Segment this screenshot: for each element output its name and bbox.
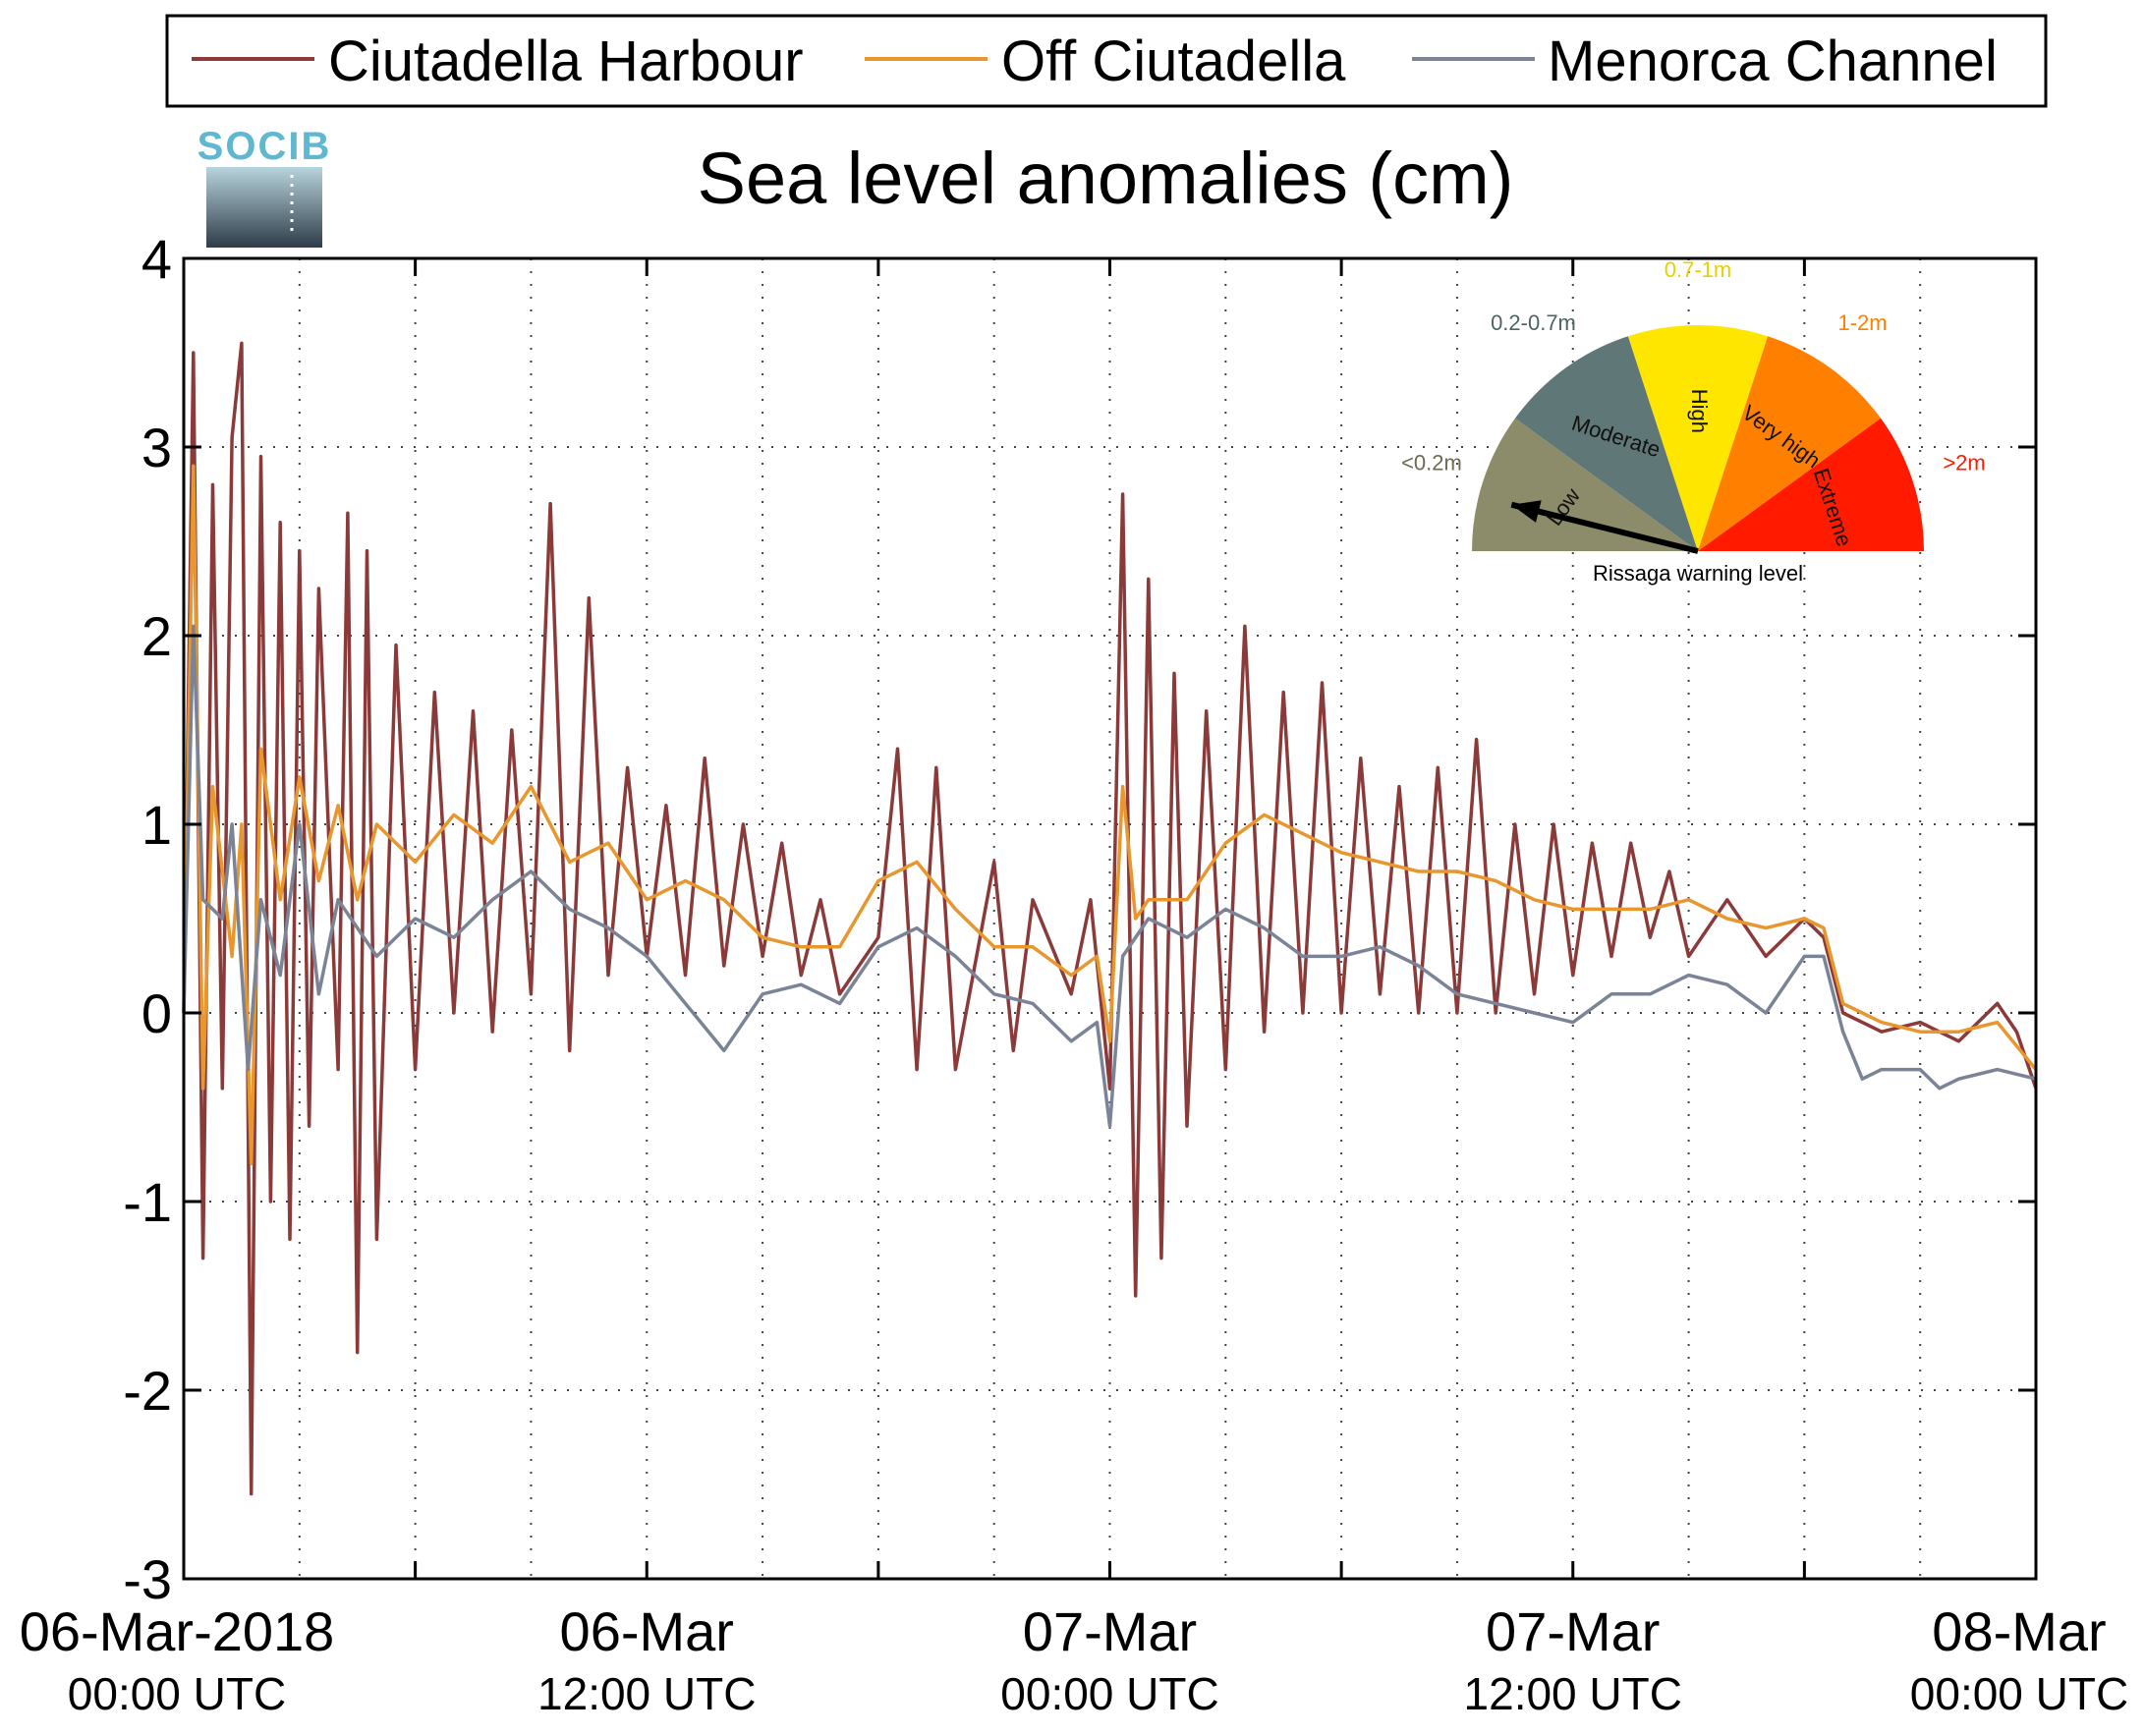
- x-tick-label-time: 00:00 UTC: [1000, 1668, 1218, 1719]
- series-lines: [182, 341, 2038, 1496]
- axes: -3 -2 -1 0 1 2 3 4 06-Mar-2018 00:00 UTC 06-Mar 12:…: [20, 228, 2129, 1719]
- x-tick-label-date: 06-Mar-2018: [20, 1600, 335, 1662]
- gauge-range-label: 0.2-0.7m: [1491, 310, 1576, 335]
- gauge-sector-very-high: [1698, 336, 1882, 551]
- logo-gradient-block: [206, 167, 322, 248]
- y-tick-label: -3: [123, 1548, 172, 1610]
- x-tick-label-time: 12:00 UTC: [537, 1668, 756, 1719]
- legend-box: [165, 14, 2048, 108]
- gauge-sector-low: [1472, 418, 1698, 551]
- y-tick-label: 3: [141, 417, 172, 478]
- x-tick-label-date: 07-Mar: [1486, 1600, 1660, 1662]
- x-tick-label-time: 00:00 UTC: [68, 1668, 286, 1719]
- gauge-level-label: High: [1687, 389, 1712, 433]
- x-tick-label-date: 08-Mar: [1932, 1600, 2106, 1662]
- gauge-range-label: >2m: [1943, 451, 1985, 476]
- y-tick-label: 1: [141, 794, 172, 856]
- gauge-range-label: 0.7-1m: [1665, 257, 1731, 282]
- x-tick-label-time: 12:00 UTC: [1464, 1668, 1682, 1719]
- legend-label: Off Ciutadella: [1001, 29, 1346, 93]
- y-tick-label: 0: [141, 982, 172, 1044]
- x-tick-label-time: 00:00 UTC: [1910, 1668, 2128, 1719]
- y-tick-label: -2: [123, 1360, 172, 1422]
- series-line-menorca-channel: [182, 624, 2037, 1128]
- series-line-ciutadella-harbour: [182, 341, 2038, 1496]
- legend-label: Menorca Channel: [1548, 29, 1998, 93]
- gauge-needle: [1510, 501, 1699, 554]
- gauge-range-label: 1-2m: [1837, 310, 1887, 335]
- y-tick-label: -1: [123, 1171, 172, 1233]
- gauge-sector-high: [1627, 325, 1769, 551]
- socib-logo: SOCIB: [198, 125, 332, 248]
- gauge-sector-moderate: [1514, 336, 1698, 551]
- gauge-sector-extreme: [1698, 418, 1924, 551]
- y-tick-label: 2: [141, 605, 172, 667]
- gauge-range-label: <0.2m: [1401, 451, 1462, 476]
- gauge-caption: Rissaga warning level: [1593, 561, 1803, 586]
- series-line-off-ciutadella: [182, 464, 2038, 1166]
- y-tick-label: 4: [141, 228, 172, 290]
- logo-text: SOCIB: [198, 125, 332, 168]
- legend-label: Ciutadella Harbour: [328, 29, 804, 93]
- gauge-needle-head: [1511, 500, 1542, 523]
- chart-title: Sea level anomalies (cm): [698, 138, 1514, 219]
- x-tick-label-date: 07-Mar: [1023, 1600, 1197, 1662]
- grid-lines: [184, 258, 2036, 1579]
- x-tick-label-date: 06-Mar: [560, 1600, 734, 1662]
- chart-legend: Ciutadella Harbour Off Ciutadella Menorca …: [165, 14, 2048, 108]
